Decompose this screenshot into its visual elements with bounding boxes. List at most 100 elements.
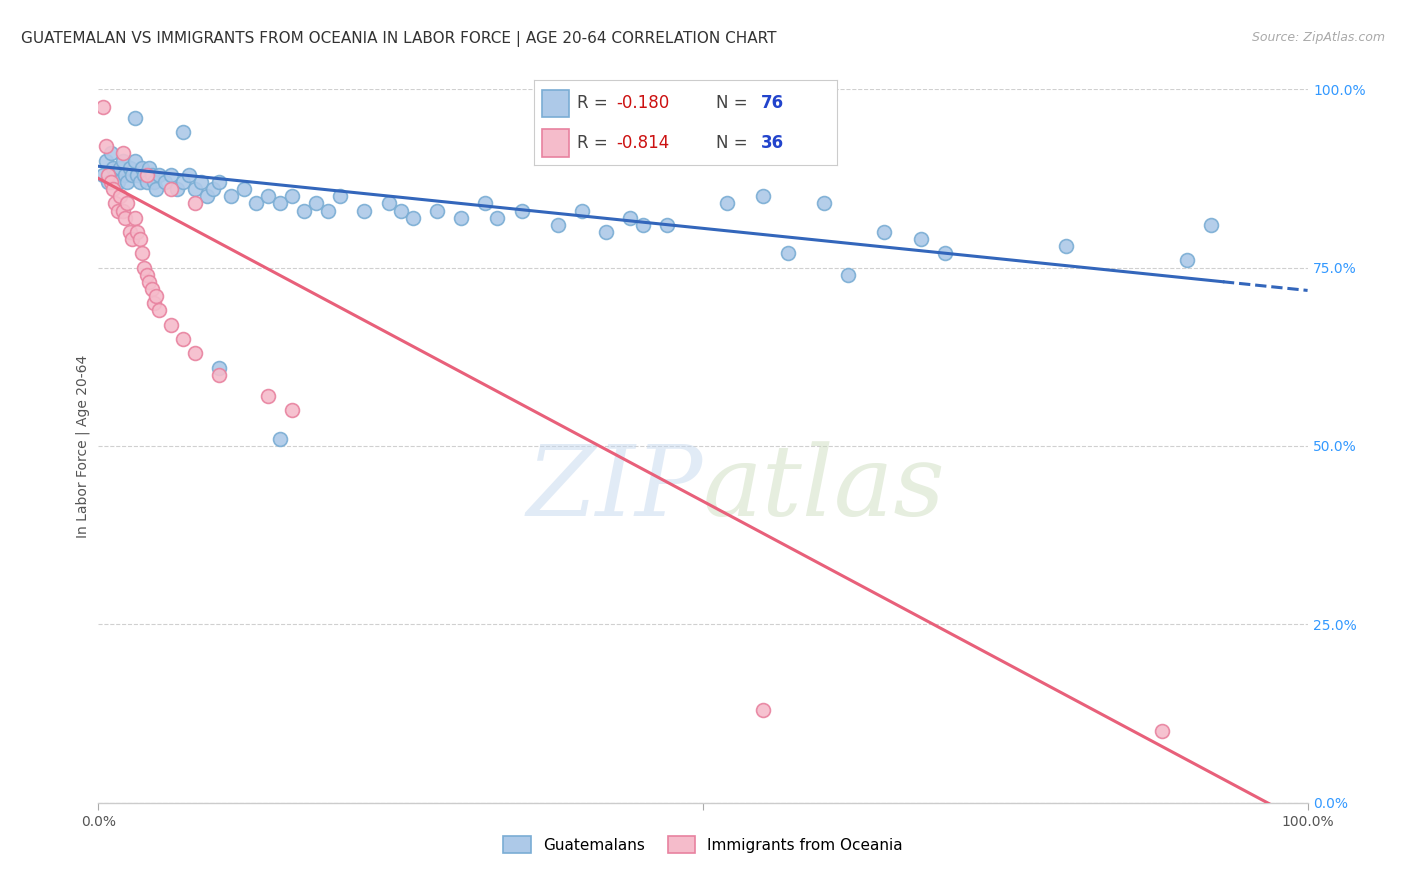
Point: [121, 232, 143, 246]
Point: [138, 161, 160, 175]
Point: [256, 389, 278, 403]
Point: [114, 211, 136, 225]
Point: [716, 196, 738, 211]
Point: [127, 225, 149, 239]
Point: [160, 168, 183, 182]
Point: [160, 182, 183, 196]
Point: [692, 132, 714, 146]
Point: [281, 403, 304, 417]
Point: [94, 153, 117, 168]
Point: [450, 211, 472, 225]
Point: [269, 432, 291, 446]
Point: [1199, 218, 1222, 232]
Point: [221, 189, 243, 203]
Point: [135, 268, 157, 282]
Point: [179, 168, 201, 182]
Point: [245, 196, 267, 211]
Point: [377, 196, 399, 211]
Point: [813, 196, 835, 211]
Point: [111, 203, 134, 218]
Point: [131, 246, 153, 260]
Point: [752, 703, 775, 717]
Point: [474, 196, 496, 211]
Point: [135, 175, 157, 189]
Text: 36: 36: [761, 134, 785, 152]
Point: [510, 203, 533, 218]
Point: [160, 318, 183, 332]
Point: [148, 303, 170, 318]
Point: [118, 161, 141, 175]
Point: [426, 203, 449, 218]
Y-axis label: In Labor Force | Age 20-64: In Labor Force | Age 20-64: [76, 354, 90, 538]
Point: [486, 211, 509, 225]
Point: [837, 268, 859, 282]
Point: [121, 168, 143, 182]
Point: [141, 282, 163, 296]
Point: [202, 182, 225, 196]
Point: [97, 168, 120, 182]
Point: [208, 368, 231, 382]
Point: [124, 211, 146, 225]
Point: [107, 175, 129, 189]
Point: [143, 175, 166, 189]
Point: [1054, 239, 1077, 253]
Point: [141, 168, 163, 182]
Point: [143, 296, 166, 310]
Point: [208, 175, 231, 189]
Point: [124, 111, 146, 125]
Text: atlas: atlas: [703, 442, 946, 536]
Text: N =: N =: [716, 134, 747, 152]
Point: [128, 175, 150, 189]
Point: [172, 125, 194, 139]
Point: [547, 218, 569, 232]
Point: [124, 153, 146, 168]
Point: [94, 139, 117, 153]
Point: [595, 225, 617, 239]
Point: [316, 203, 339, 218]
Point: [97, 175, 120, 189]
Point: [329, 189, 352, 203]
Point: [114, 168, 136, 182]
Point: [131, 161, 153, 175]
Text: -0.180: -0.180: [616, 95, 669, 112]
Point: [117, 196, 139, 211]
Point: [292, 203, 315, 218]
Point: [752, 189, 775, 203]
FancyBboxPatch shape: [541, 129, 569, 157]
Point: [571, 203, 593, 218]
Point: [145, 289, 167, 303]
Point: [232, 182, 254, 196]
Point: [111, 153, 134, 168]
Point: [195, 189, 218, 203]
Point: [104, 168, 127, 182]
Point: [111, 146, 134, 161]
Point: [134, 260, 156, 275]
Point: [101, 161, 124, 175]
Point: [353, 203, 375, 218]
Point: [281, 189, 304, 203]
Point: [91, 100, 114, 114]
Point: [148, 168, 170, 182]
Text: -0.814: -0.814: [616, 134, 669, 152]
Point: [172, 332, 194, 346]
Point: [776, 246, 799, 260]
Point: [117, 175, 139, 189]
Point: [631, 218, 654, 232]
Point: [934, 246, 956, 260]
Point: [138, 275, 160, 289]
Point: [910, 232, 932, 246]
Point: [128, 232, 150, 246]
Text: 76: 76: [761, 95, 785, 112]
Point: [208, 360, 231, 375]
Point: [145, 182, 167, 196]
Point: [127, 168, 149, 182]
Legend: Guatemalans, Immigrants from Oceania: Guatemalans, Immigrants from Oceania: [496, 830, 910, 859]
Point: [134, 168, 156, 182]
Point: [107, 203, 129, 218]
Point: [104, 196, 127, 211]
Text: R =: R =: [576, 95, 607, 112]
Point: [100, 175, 122, 189]
FancyBboxPatch shape: [541, 89, 569, 117]
Point: [108, 161, 131, 175]
Point: [256, 189, 278, 203]
